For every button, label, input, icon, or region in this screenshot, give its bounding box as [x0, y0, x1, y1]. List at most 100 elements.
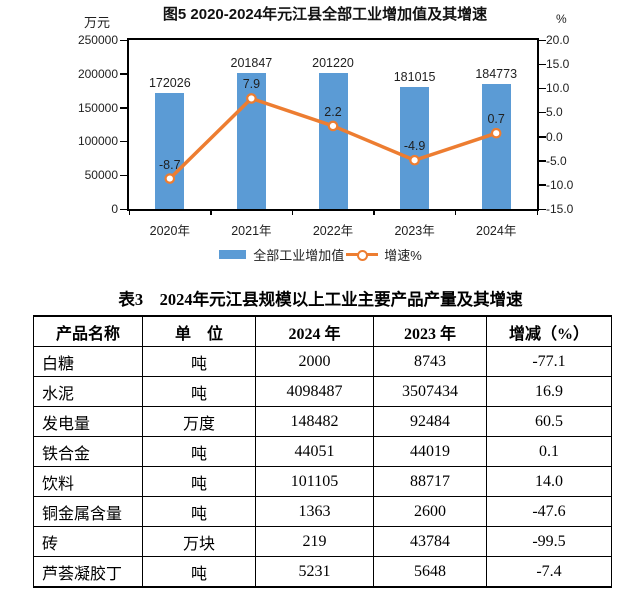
right-axis-tick-mark [539, 63, 546, 66]
right-axis-tick-label: 10.0 [546, 81, 570, 96]
chart-title: 图5 2020-2024年元江县全部工业增加值及其增速 [162, 6, 488, 23]
table-row: 铜金属含量吨 1363 2600 -47.6 [33, 496, 612, 527]
product-name-cell: 白糖 [33, 346, 143, 377]
left-axis-tick-mark [120, 39, 127, 41]
rate-value-label: 0.7 [487, 112, 505, 127]
unit-cell: 吨 [142, 376, 256, 407]
left-axis-tick-mark [120, 107, 127, 109]
bar-2023年 [400, 86, 430, 209]
right-axis-tick-mark [539, 111, 546, 114]
value-2023-cell: 8743 [373, 346, 487, 377]
right-axis-tick-label: 0.0 [546, 129, 563, 144]
right-axis-tick-mark [539, 184, 546, 186]
legend-bar-swatch-icon [219, 250, 247, 259]
change-pct-cell: 60.5 [486, 406, 612, 437]
value-2023-cell: 43784 [373, 526, 487, 557]
right-axis-tick-label: 20.0 [546, 33, 570, 47]
table-row: 铁合金吨 44051 44019 0.1 [33, 436, 612, 467]
column-header-0: 产品名称 [33, 315, 143, 347]
value-2024-cell: 5231 [255, 556, 374, 588]
products-table-section: 表3 2024年元江县规模以上工业主要产品产量及其增速 产品名称单 位 2024 … [0, 286, 641, 588]
bar-2024年 [481, 84, 511, 209]
line-marker [164, 173, 176, 184]
value-2023-cell: 3507434 [373, 376, 487, 407]
value-2023-cell: 44019 [373, 436, 487, 467]
bar-value-label: 201847 [230, 55, 273, 70]
product-name-cell: 铁合金 [33, 436, 143, 467]
value-2024-cell: 148482 [255, 406, 374, 437]
table-row: 水泥吨 4098487 3507434 16.9 [33, 376, 612, 407]
x-axis-tick-mark [210, 210, 212, 215]
table-row: 发电量 万度 148482 92484 60.5 [33, 406, 612, 437]
product-name-cell: 水泥 [33, 376, 143, 407]
table-title: 表3 2024年元江县规模以上工业主要产品产量及其增速 [118, 290, 523, 309]
product-name-cell: 发电量 [33, 406, 143, 437]
change-pct-cell: 14.0 [486, 466, 612, 497]
value-2023-cell: 88717 [373, 466, 487, 497]
rate-value-label: 7.9 [242, 77, 261, 92]
column-header-1: 单 位 [142, 315, 256, 347]
legend-label-bar-series: 全部工业增加值 [253, 248, 345, 263]
table-row: 砖万块 219 43784 -99.5 [33, 526, 612, 557]
product-name-cell: 铜金属含量 [33, 496, 143, 527]
column-header-2: 2024 年 [255, 315, 374, 347]
left-axis-tick-mark [120, 140, 127, 143]
x-axis-label: 2022年 [312, 224, 354, 238]
products-table: 产品名称单 位 2024 年 2023 年增减（%） 白糖吨 2000 8743 -77.… [33, 315, 612, 588]
product-name-cell: 饮料 [33, 466, 143, 497]
change-pct-cell: -99.5 [486, 526, 612, 557]
unit-cell: 吨 [142, 346, 256, 377]
x-axis-tick-mark [536, 210, 538, 215]
left-axis-tick-label: 200000 [77, 66, 118, 81]
right-axis-tick-label: 15.0 [546, 57, 570, 72]
plot-area [127, 38, 539, 211]
line-marker [490, 127, 502, 139]
left-axis-tick-mark [120, 174, 127, 177]
change-pct-cell: 0.1 [486, 436, 612, 467]
change-pct-cell: -7.4 [486, 556, 612, 588]
unit-cell: 吨 [142, 556, 256, 588]
value-2023-cell: 5648 [373, 556, 487, 588]
table-row: 白糖吨 2000 8743 -77.1 [33, 346, 612, 377]
left-axis-tick-mark [120, 73, 127, 75]
right-axis-tick-label: -15.0 [546, 202, 574, 216]
table-row: 芦荟凝胶丁吨 5231 5648 -7.4 [33, 556, 612, 588]
right-axis-tick-label: -5.0 [546, 153, 567, 168]
legend-line-dot [357, 250, 369, 261]
x-axis-label: 2023年 [394, 224, 435, 238]
unit-cell: 万度 [142, 406, 256, 437]
left-axis-tick-mark [120, 208, 127, 210]
table-row: 饮料吨 101105 88717 14.0 [33, 466, 612, 497]
right-axis-tick-label: -10.0 [546, 177, 574, 192]
line-marker [327, 120, 339, 132]
rate-value-label: -8.7 [159, 157, 181, 172]
x-axis-tick-mark [373, 210, 375, 215]
left-axis-unit-label: 万元 [84, 15, 111, 30]
right-axis-tick-label: 5.0 [546, 105, 563, 120]
bar-2022年 [318, 72, 348, 209]
rate-value-label: -4.9 [403, 139, 426, 154]
right-axis-tick-mark [539, 160, 546, 162]
growth-rate-line [164, 93, 502, 184]
bar-value-label: 201220 [312, 55, 354, 70]
value-2024-cell: 101105 [255, 466, 374, 497]
x-axis-tick-mark [291, 210, 294, 215]
left-axis-tick-label: 100000 [77, 134, 118, 149]
product-name-cell: 砖 [33, 526, 143, 557]
value-2024-cell: 219 [255, 526, 374, 557]
x-axis-tick-mark [454, 210, 457, 215]
line-marker [409, 154, 420, 166]
value-2023-cell: 92484 [373, 406, 487, 437]
right-axis-tick-mark [539, 39, 546, 41]
x-axis-tick-mark [128, 210, 130, 215]
legend-line-marker-icon [346, 250, 379, 261]
x-axis-label: 2024年 [476, 224, 517, 238]
table-header: 产品名称单 位 2024 年 2023 年增减（%） [33, 315, 612, 347]
unit-cell: 万块 [142, 526, 256, 557]
value-2024-cell: 44051 [255, 436, 374, 467]
bar-value-label: 172026 [148, 75, 191, 90]
rate-value-label: 2.2 [324, 104, 342, 119]
unit-cell: 吨 [142, 466, 256, 497]
legend-label-line-series: 增速% [384, 248, 422, 263]
chart-legend: 全部工业增加值 增速% [0, 245, 641, 264]
